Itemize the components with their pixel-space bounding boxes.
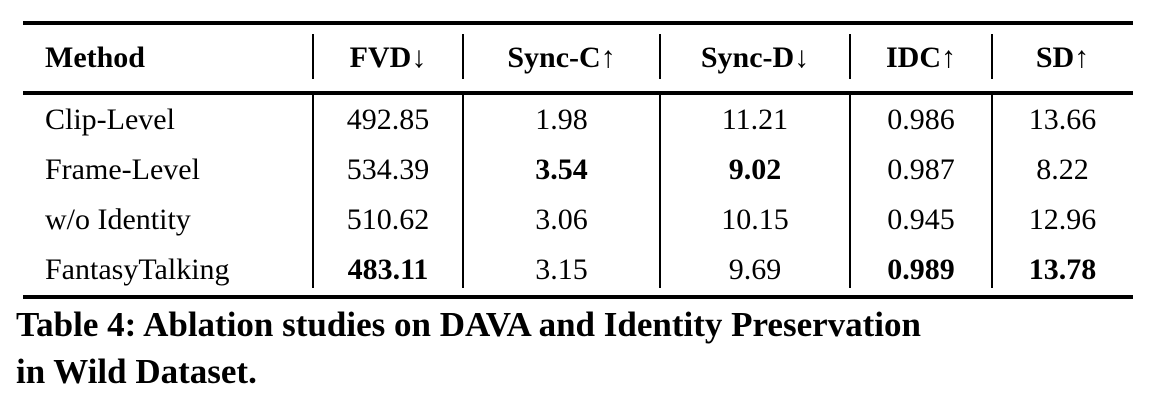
cell-method: w/o Identity xyxy=(45,203,191,236)
col-header-sync-c: Sync-C↑ xyxy=(462,25,660,95)
cell-idc: 0.986 xyxy=(849,95,992,145)
cell-idc: 0.945 xyxy=(849,195,992,245)
cell-fvd: 483.11 xyxy=(312,245,463,295)
col-header-fvd: FVD↓ xyxy=(312,25,463,95)
cell-sync-d: 11.21 xyxy=(659,95,850,145)
col-header-sd: SD↑ xyxy=(991,25,1133,95)
cell-sd: 13.78 xyxy=(991,245,1133,295)
header-row: Method FVD↓ Sync-C↑ Sync-D↓ IDC↑ SD↑ xyxy=(23,25,1133,95)
cell-sd: 8.22 xyxy=(991,145,1133,195)
cell-sd: 12.96 xyxy=(991,195,1133,245)
cell-sync-c: 3.15 xyxy=(462,245,660,295)
cell-sync-d: 10.15 xyxy=(659,195,850,245)
table-row-clip-level: Clip-Level 492.85 1.98 11.21 0.986 13.66 xyxy=(23,95,1133,145)
cell-fvd: 534.39 xyxy=(312,145,463,195)
cell-method: Clip-Level xyxy=(45,103,175,136)
table-row-frame-level: Frame-Level 534.39 3.54 9.02 0.987 8.22 xyxy=(23,145,1133,195)
cell-sync-c: 3.54 xyxy=(462,145,660,195)
cell-fvd: 510.62 xyxy=(312,195,463,245)
cell-idc: 0.987 xyxy=(849,145,992,195)
col-header-idc: IDC↑ xyxy=(849,25,992,95)
table-header: Method FVD↓ Sync-C↑ Sync-D↓ IDC↑ SD↑ xyxy=(23,25,1133,95)
cell-sd: 13.66 xyxy=(991,95,1133,145)
ablation-results-table: Method FVD↓ Sync-C↑ Sync-D↓ IDC↑ SD↑ Cli… xyxy=(23,21,1133,299)
caption-line-1: Table 4: Ablation studies on DAVA and Id… xyxy=(16,305,921,344)
cell-sync-d: 9.69 xyxy=(659,245,850,295)
table-row-wo-identity: w/o Identity 510.62 3.06 10.15 0.945 12.… xyxy=(23,195,1133,245)
caption-line-2: in Wild Dataset. xyxy=(16,352,257,391)
table-body: Clip-Level 492.85 1.98 11.21 0.986 13.66… xyxy=(23,95,1133,295)
table-row-fantasytalking: FantasyTalking 483.11 3.15 9.69 0.989 13… xyxy=(23,245,1133,295)
col-header-sync-d: Sync-D↓ xyxy=(659,25,850,95)
cell-fvd: 492.85 xyxy=(312,95,463,145)
table-caption: Table 4: Ablation studies on DAVA and Id… xyxy=(16,301,1156,395)
cell-sync-c: 1.98 xyxy=(462,95,660,145)
cell-method: FantasyTalking xyxy=(45,253,230,286)
cell-sync-d: 9.02 xyxy=(659,145,850,195)
col-header-method: Method xyxy=(23,25,313,95)
cell-method: Frame-Level xyxy=(45,153,200,186)
cell-sync-c: 3.06 xyxy=(462,195,660,245)
cell-idc: 0.989 xyxy=(849,245,992,295)
